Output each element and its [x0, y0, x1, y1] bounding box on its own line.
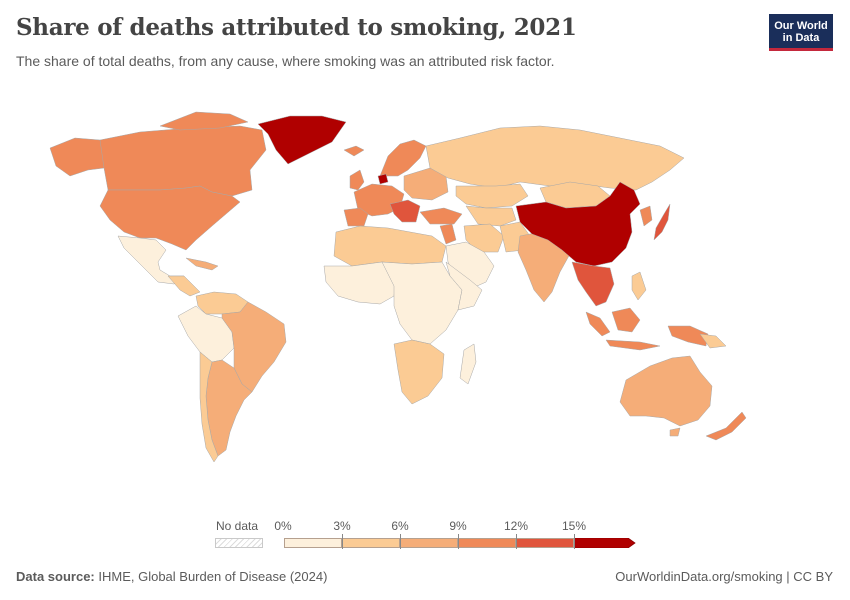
legend-bin-0-3[interactable] [284, 538, 342, 548]
logo-line-1: Our World [774, 20, 828, 32]
map-region-indonesia-borneo[interactable] [611, 307, 641, 333]
map-region-iceland[interactable] [343, 145, 365, 157]
legend-no-data-label: No data [216, 519, 259, 533]
map-region-colombia-venezuela[interactable] [195, 291, 249, 315]
map-region-iberia[interactable] [343, 207, 369, 227]
map-region-uk[interactable] [349, 169, 365, 191]
legend-tick-mark [458, 534, 459, 549]
legend-bin-12-15[interactable] [516, 538, 574, 548]
legend-tick-label: 9% [449, 519, 467, 533]
map-region-usa[interactable] [99, 185, 241, 251]
legend-tick-mark [400, 534, 401, 549]
legend-tick-label: 15% [561, 519, 587, 533]
map-region-scandinavia[interactable] [379, 139, 427, 177]
map-region-indonesia-java[interactable] [605, 339, 661, 351]
map-region-southern-africa[interactable] [393, 339, 445, 405]
legend-bin-3-6[interactable] [342, 538, 400, 548]
map-region-turkey[interactable] [419, 207, 463, 225]
map-region-iran[interactable] [463, 223, 505, 253]
map-region-central-america[interactable] [167, 275, 201, 297]
map-region-new-zealand[interactable] [705, 411, 747, 441]
map-region-southeast-asia[interactable] [571, 261, 615, 307]
credit-link[interactable]: OurWorldinData.org/smoking | CC BY [615, 569, 833, 584]
map-region-central-africa[interactable] [381, 261, 463, 345]
map-region-madagascar[interactable] [459, 343, 477, 385]
legend-tick-mark [516, 534, 517, 549]
owid-logo[interactable]: Our World in Data [769, 14, 833, 51]
map-region-north-africa[interactable] [333, 225, 447, 267]
data-source-text: IHME, Global Burden of Disease (2024) [94, 569, 328, 584]
legend-bin-6-9[interactable] [400, 538, 458, 548]
map-legend: No data 0% 3% 6% 9% 12% 15% [0, 510, 850, 560]
legend-tick-label: 6% [391, 519, 409, 533]
legend-tick-label: 12% [503, 519, 529, 533]
legend-bin-9-12[interactable] [458, 538, 516, 548]
map-region-japan[interactable] [653, 203, 671, 241]
chart-subtitle: The share of total deaths, from any caus… [16, 53, 555, 69]
data-source: Data source: IHME, Global Burden of Dise… [16, 569, 327, 584]
legend-tick-label: 0% [274, 519, 292, 533]
map-region-korea[interactable] [639, 205, 653, 227]
map-region-new-guinea[interactable] [667, 325, 709, 347]
map-region-russia[interactable] [425, 125, 685, 191]
legend-no-data-swatch[interactable] [215, 538, 263, 548]
map-region-levant[interactable] [439, 223, 457, 245]
map-region-tasmania[interactable] [669, 427, 681, 437]
map-region-west-africa[interactable] [323, 261, 397, 305]
map-region-philippines[interactable] [631, 271, 647, 301]
map-region-alaska[interactable] [49, 137, 109, 177]
map-region-greenland[interactable] [257, 115, 347, 165]
map-region-china[interactable] [515, 181, 641, 267]
world-map[interactable] [0, 80, 850, 510]
legend-tick-mark [574, 534, 575, 549]
map-region-australia[interactable] [619, 355, 713, 427]
data-source-label: Data source: [16, 569, 95, 584]
map-region-chile[interactable] [199, 351, 219, 463]
legend-tick-mark [342, 534, 343, 549]
map-region-canada[interactable] [99, 125, 267, 197]
map-region-indonesia-sumatra[interactable] [585, 311, 611, 337]
map-region-east-africa[interactable] [445, 261, 483, 311]
map-region-canada-arctic[interactable] [159, 111, 249, 131]
legend-bin-15-plus[interactable] [574, 538, 636, 548]
map-region-kazakhstan[interactable] [455, 183, 529, 209]
legend-bin-15-plus-arrow [574, 538, 636, 548]
chart-title: Share of deaths attributed to smoking, 2… [16, 14, 577, 41]
map-region-denmark[interactable] [377, 173, 389, 185]
map-region-balkans[interactable] [389, 199, 421, 223]
logo-line-2: in Data [782, 32, 820, 44]
legend-tick-label: 3% [333, 519, 351, 533]
map-region-central-asia[interactable] [465, 205, 517, 227]
map-region-caribbean[interactable] [185, 257, 219, 271]
map-region-brazil[interactable] [221, 301, 287, 393]
map-region-papua-new-guinea[interactable] [699, 333, 727, 349]
